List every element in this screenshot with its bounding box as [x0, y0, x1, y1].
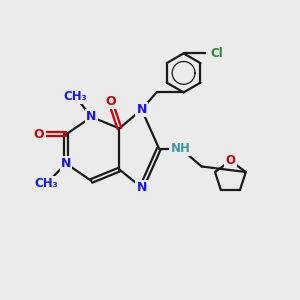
Text: N: N: [136, 103, 147, 116]
Text: CH₃: CH₃: [34, 177, 58, 190]
Text: N: N: [136, 181, 147, 194]
Text: N: N: [86, 110, 97, 124]
Text: O: O: [105, 95, 116, 108]
Text: CH₃: CH₃: [63, 89, 87, 103]
Text: N: N: [61, 157, 71, 170]
Text: Cl: Cl: [210, 47, 223, 60]
Text: NH: NH: [171, 142, 190, 155]
Text: O: O: [225, 154, 236, 167]
Text: O: O: [34, 128, 44, 141]
